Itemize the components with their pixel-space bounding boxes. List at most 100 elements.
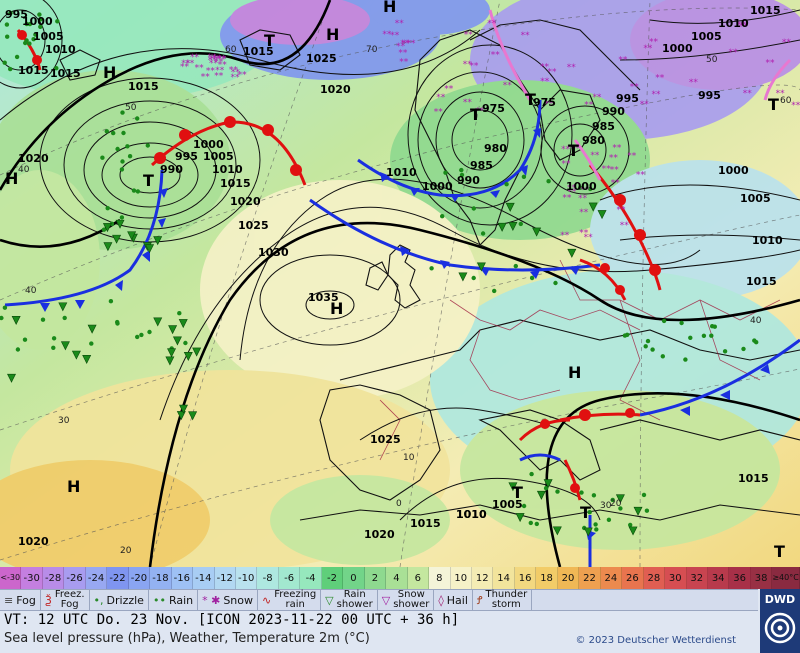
rain-mark bbox=[37, 12, 42, 17]
shower-mark bbox=[103, 242, 113, 252]
shower-mark bbox=[71, 350, 81, 360]
snow-mark: ** bbox=[214, 57, 224, 67]
fog-icon: ≡ bbox=[4, 593, 14, 607]
scale-cell: 10 bbox=[450, 567, 472, 589]
rain-mark bbox=[679, 320, 684, 326]
rain-mark bbox=[752, 338, 757, 343]
snow-mark: ** bbox=[579, 208, 589, 218]
rain-mark bbox=[119, 167, 125, 172]
shower-mark bbox=[532, 227, 542, 237]
snow-shower-icon: ▽ bbox=[381, 593, 391, 607]
shower-mark bbox=[115, 219, 125, 229]
snow-mark: ** bbox=[630, 82, 640, 92]
snow-mark: ** bbox=[611, 179, 621, 189]
isotherm-label: 40 bbox=[750, 316, 762, 326]
rain-mark bbox=[661, 318, 667, 324]
rain-mark bbox=[641, 492, 647, 498]
pressure-label: 1015 bbox=[50, 67, 81, 80]
isotherm-label: 60 bbox=[225, 45, 237, 55]
isotherm-label: 50 bbox=[706, 55, 718, 65]
scale-cell: 28 bbox=[643, 567, 666, 589]
rain-mark bbox=[24, 21, 29, 27]
snow-mark: ** bbox=[382, 30, 392, 40]
snow-mark: ** bbox=[464, 31, 474, 41]
rain-mark bbox=[139, 332, 144, 338]
drizzle-icon: •, bbox=[93, 593, 104, 607]
high-center: H bbox=[330, 299, 343, 318]
snow-mark: ** bbox=[491, 51, 501, 61]
temperature-scale: < -30 -30 -28 -26 -24 -22 -20 -18 -16 -14 -12 -10 -8-… bbox=[0, 567, 800, 589]
pressure-label: 985 bbox=[470, 159, 493, 172]
snow-mark: ** bbox=[201, 73, 211, 83]
legend-label: Snow shower bbox=[393, 589, 430, 610]
pressure-label: 1020 bbox=[18, 535, 49, 548]
legend-item-rain-shower: ▽ Rain shower bbox=[321, 590, 378, 610]
graticule bbox=[0, 0, 800, 567]
isotherm-label: 60 bbox=[780, 96, 792, 106]
rain-mark bbox=[5, 34, 10, 39]
shower-mark bbox=[583, 527, 593, 537]
high-center: H bbox=[103, 63, 116, 82]
rain-mark bbox=[443, 170, 448, 175]
scale-cell: -8 bbox=[257, 567, 279, 589]
rain-mark bbox=[111, 130, 116, 136]
snow-mark: ** bbox=[618, 56, 628, 66]
rain-mark bbox=[27, 21, 33, 27]
shower-mark bbox=[543, 479, 553, 489]
rain-mark bbox=[578, 185, 583, 190]
snow-mark: ** bbox=[229, 65, 239, 75]
rain-mark bbox=[722, 349, 728, 354]
shower-mark bbox=[505, 202, 515, 212]
scale-cell: 20 bbox=[557, 567, 580, 589]
warm-front-bulges bbox=[17, 30, 661, 493]
pressure-labels: 995 1000 1005 1010 1015 1015 1025 1020 1… bbox=[5, 4, 783, 548]
low-center: T bbox=[568, 141, 579, 160]
rain-mark bbox=[606, 517, 612, 522]
shower-mark bbox=[515, 513, 525, 523]
shower-mark bbox=[508, 222, 518, 231]
scale-cell: -28 bbox=[42, 567, 65, 589]
snow-mark: ** bbox=[562, 194, 572, 204]
snow-mark: ** bbox=[469, 62, 479, 72]
pressure-label: 1010 bbox=[386, 166, 417, 179]
rain-mark bbox=[51, 345, 56, 350]
rain-mark bbox=[588, 186, 593, 192]
rain-mark bbox=[504, 182, 509, 187]
pressure-label: 1000 bbox=[193, 138, 224, 151]
snow-mark: ** bbox=[540, 63, 550, 73]
pressure-label: 1025 bbox=[370, 433, 401, 446]
pressure-label: 1020 bbox=[230, 195, 261, 208]
snow-mark: ** bbox=[609, 154, 619, 164]
pressure-label: 1015 bbox=[750, 4, 781, 17]
scale-cell: -30 bbox=[21, 567, 43, 589]
legend-label: Snow bbox=[223, 593, 254, 607]
rain-mark bbox=[528, 520, 533, 526]
shower-mark bbox=[153, 317, 163, 327]
freezing-rain-icon: ∿ bbox=[262, 593, 272, 607]
snow-mark: ** bbox=[214, 71, 224, 81]
snow-mark: ** bbox=[395, 19, 405, 29]
snow-mark: ** bbox=[475, 107, 485, 117]
shower-mark bbox=[178, 319, 188, 329]
rain-mark bbox=[131, 188, 137, 193]
snow-mark: ** bbox=[739, 22, 749, 32]
pressure-label: 980 bbox=[582, 134, 605, 147]
rain-icon: •• bbox=[152, 593, 166, 607]
rain-mark bbox=[610, 497, 615, 503]
snow-mark: ** bbox=[402, 39, 412, 49]
scale-cell: -16 bbox=[171, 567, 194, 589]
rain-mark bbox=[62, 315, 67, 321]
rain-mark bbox=[89, 341, 94, 346]
low-center: T bbox=[512, 483, 523, 502]
snow-mark: ** bbox=[567, 63, 577, 73]
isotherm-label: 30 bbox=[58, 416, 70, 426]
shower-mark bbox=[458, 272, 468, 282]
snow-icon: * ✱ bbox=[202, 593, 221, 607]
rain-mark bbox=[27, 41, 32, 46]
snow-mark: ** bbox=[390, 31, 400, 41]
temperature-patches bbox=[0, 0, 800, 567]
snow-mark: ** bbox=[571, 144, 581, 154]
snow-mark: ** bbox=[620, 221, 630, 231]
rain-mark bbox=[543, 486, 549, 491]
snow-mark: ** bbox=[195, 63, 205, 73]
